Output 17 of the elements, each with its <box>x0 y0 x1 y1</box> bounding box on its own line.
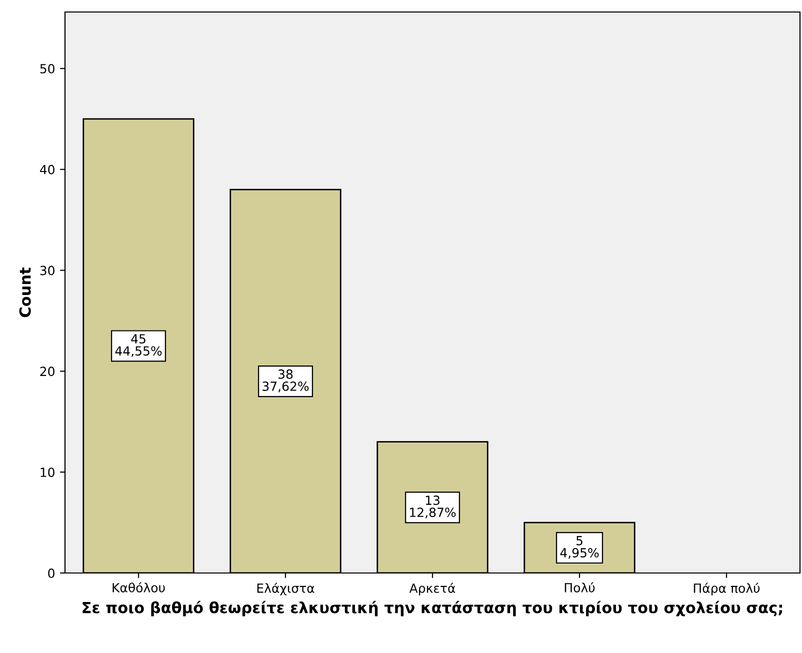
x-tick-label: Πολύ <box>564 582 595 592</box>
y-tick-label: 40 <box>40 164 54 174</box>
y-tick-label: 0 <box>48 568 54 578</box>
y-tick-label: 10 <box>40 468 54 478</box>
x-tick-label: Αρκετά <box>409 582 456 596</box>
x-tick-label: Πάρα πολύ <box>694 582 760 596</box>
x-axis-title: Σε ποιο βαθμό θεωρείτε ελκυστική την κατάσταση του κτιρίου του σχολείου σας; <box>82 600 782 616</box>
y-tick-label: 30 <box>40 266 54 276</box>
data-label: 5 4,95% <box>560 536 599 559</box>
x-tick-label: Καθόλου <box>112 582 165 592</box>
y-tick-label: 20 <box>40 366 54 376</box>
data-label: 38 37,62% <box>262 369 309 392</box>
data-label: 13 12,87% <box>410 496 456 518</box>
data-label: 45 44,55% <box>115 334 162 357</box>
y-axis-title: Count <box>19 267 31 318</box>
x-tick-label: Ελάχιστα <box>257 582 314 596</box>
y-tick-label: 50 <box>40 64 54 74</box>
